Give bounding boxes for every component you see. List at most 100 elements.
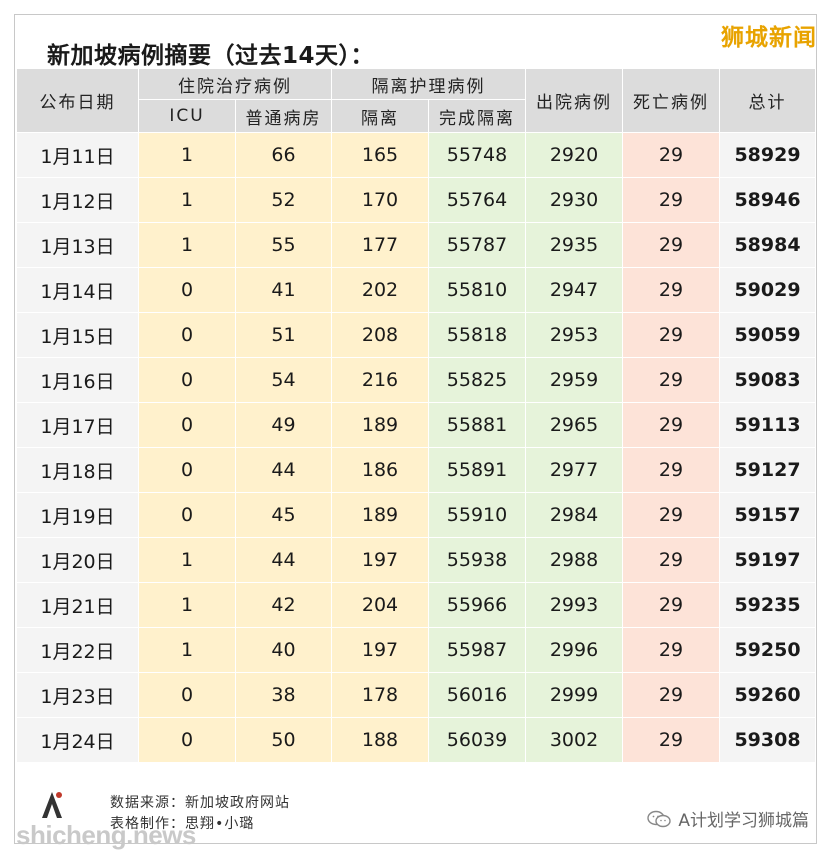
subheader-isolating: 隔离 bbox=[331, 99, 429, 133]
cell-date: 1月14日 bbox=[16, 267, 139, 313]
cell-date: 1月13日 bbox=[16, 222, 139, 268]
cell-ward: 45 bbox=[235, 492, 332, 538]
cell-icu: 1 bbox=[138, 222, 236, 268]
cell-date: 1月18日 bbox=[16, 447, 139, 493]
watermark: shicheng.news bbox=[16, 820, 196, 850]
cell-total: 58984 bbox=[719, 222, 816, 268]
cell-completed: 56039 bbox=[428, 717, 526, 763]
cell-total: 59157 bbox=[719, 492, 816, 538]
cell-completed: 55891 bbox=[428, 447, 526, 493]
header-isolation: 隔离护理病例 bbox=[331, 68, 526, 100]
cell-icu: 1 bbox=[138, 582, 236, 628]
cell-icu: 0 bbox=[138, 357, 236, 403]
cell-deaths: 29 bbox=[622, 492, 720, 538]
header-discharged: 出院病例 bbox=[525, 68, 623, 133]
cell-icu: 0 bbox=[138, 447, 236, 493]
cell-deaths: 29 bbox=[622, 357, 720, 403]
cell-isolating: 189 bbox=[331, 492, 429, 538]
cell-total: 59127 bbox=[719, 447, 816, 493]
cell-date: 1月20日 bbox=[16, 537, 139, 583]
table-row: 1月13日 1 55 177 55787 2935 29 58984 bbox=[16, 222, 816, 268]
cell-ward: 44 bbox=[235, 537, 332, 583]
cell-completed: 55787 bbox=[428, 222, 526, 268]
cell-isolating: 216 bbox=[331, 357, 429, 403]
wechat-label: A计划学习狮城篇 bbox=[678, 811, 809, 831]
cell-ward: 66 bbox=[235, 132, 332, 178]
cell-deaths: 29 bbox=[622, 582, 720, 628]
table-row: 1月20日 1 44 197 55938 2988 29 59197 bbox=[16, 537, 816, 583]
page-title: 新加坡病例摘要（过去14天）： bbox=[47, 43, 375, 69]
cell-icu: 0 bbox=[138, 672, 236, 718]
table-body: 1月11日 1 66 165 55748 2920 29 58929 1月12日… bbox=[16, 132, 816, 763]
table-row: 1月17日 0 49 189 55881 2965 29 59113 bbox=[16, 402, 816, 448]
cell-isolating: 178 bbox=[331, 672, 429, 718]
cell-deaths: 29 bbox=[622, 222, 720, 268]
cell-icu: 1 bbox=[138, 132, 236, 178]
cell-discharged: 3002 bbox=[525, 717, 623, 763]
cell-deaths: 29 bbox=[622, 312, 720, 358]
table-row: 1月23日 0 38 178 56016 2999 29 59260 bbox=[16, 672, 816, 718]
cell-discharged: 2920 bbox=[525, 132, 623, 178]
cell-icu: 1 bbox=[138, 177, 236, 223]
cell-ward: 44 bbox=[235, 447, 332, 493]
footer-source: 数据来源：新加坡政府网站 bbox=[110, 795, 290, 811]
cell-ward: 55 bbox=[235, 222, 332, 268]
cell-isolating: 208 bbox=[331, 312, 429, 358]
subheader-completed: 完成隔离 bbox=[428, 99, 526, 133]
cell-discharged: 2935 bbox=[525, 222, 623, 268]
cell-date: 1月15日 bbox=[16, 312, 139, 358]
cell-isolating: 186 bbox=[331, 447, 429, 493]
cell-deaths: 29 bbox=[622, 402, 720, 448]
table-row: 1月15日 0 51 208 55818 2953 29 59059 bbox=[16, 312, 816, 358]
cell-icu: 0 bbox=[138, 312, 236, 358]
wechat-account[interactable]: A计划学习狮城篇 bbox=[646, 806, 809, 831]
cell-date: 1月21日 bbox=[16, 582, 139, 628]
cell-discharged: 2984 bbox=[525, 492, 623, 538]
cell-deaths: 29 bbox=[622, 537, 720, 583]
cell-discharged: 2977 bbox=[525, 447, 623, 493]
cell-icu: 0 bbox=[138, 267, 236, 313]
cell-date: 1月12日 bbox=[16, 177, 139, 223]
cell-deaths: 29 bbox=[622, 627, 720, 673]
cell-ward: 49 bbox=[235, 402, 332, 448]
cell-completed: 55910 bbox=[428, 492, 526, 538]
cell-icu: 0 bbox=[138, 492, 236, 538]
cell-discharged: 2947 bbox=[525, 267, 623, 313]
cell-deaths: 29 bbox=[622, 447, 720, 493]
table-row: 1月16日 0 54 216 55825 2959 29 59083 bbox=[16, 357, 816, 403]
cell-ward: 51 bbox=[235, 312, 332, 358]
table-row: 1月12日 1 52 170 55764 2930 29 58946 bbox=[16, 177, 816, 223]
header-deaths: 死亡病例 bbox=[622, 68, 720, 133]
table-row: 1月14日 0 41 202 55810 2947 29 59029 bbox=[16, 267, 816, 313]
cell-deaths: 29 bbox=[622, 672, 720, 718]
subheader-ward: 普通病房 bbox=[235, 99, 332, 133]
cell-ward: 54 bbox=[235, 357, 332, 403]
logo-icon bbox=[42, 792, 62, 818]
cell-total: 58929 bbox=[719, 132, 816, 178]
cell-ward: 41 bbox=[235, 267, 332, 313]
cell-isolating: 188 bbox=[331, 717, 429, 763]
cell-completed: 55966 bbox=[428, 582, 526, 628]
cell-ward: 50 bbox=[235, 717, 332, 763]
summary-table: 公布日期 住院治疗病例 隔离护理病例 出院病例 死亡病例 总计 ICU 普通病房… bbox=[16, 68, 816, 763]
cell-date: 1月22日 bbox=[16, 627, 139, 673]
cell-completed: 55938 bbox=[428, 537, 526, 583]
cell-date: 1月11日 bbox=[16, 132, 139, 178]
cell-completed: 56016 bbox=[428, 672, 526, 718]
subheader-icu: ICU bbox=[138, 99, 236, 133]
cell-isolating: 165 bbox=[331, 132, 429, 178]
cell-discharged: 2959 bbox=[525, 357, 623, 403]
wechat-icon bbox=[647, 810, 672, 827]
cell-discharged: 2930 bbox=[525, 177, 623, 223]
cell-completed: 55818 bbox=[428, 312, 526, 358]
cell-discharged: 2965 bbox=[525, 402, 623, 448]
cell-total: 59235 bbox=[719, 582, 816, 628]
table-row: 1月24日 0 50 188 56039 3002 29 59308 bbox=[16, 717, 816, 763]
cell-isolating: 189 bbox=[331, 402, 429, 448]
cell-date: 1月17日 bbox=[16, 402, 139, 448]
cell-discharged: 2993 bbox=[525, 582, 623, 628]
cell-deaths: 29 bbox=[622, 717, 720, 763]
table-row: 1月21日 1 42 204 55966 2993 29 59235 bbox=[16, 582, 816, 628]
cell-ward: 40 bbox=[235, 627, 332, 673]
cell-total: 59113 bbox=[719, 402, 816, 448]
